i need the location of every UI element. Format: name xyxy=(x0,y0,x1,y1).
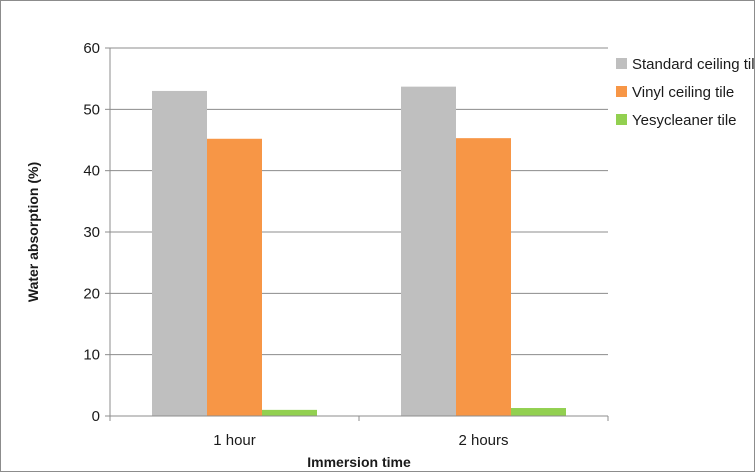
legend-swatch xyxy=(616,58,627,69)
legend-swatch xyxy=(616,86,627,97)
bar-yesycleaner-tile xyxy=(511,408,566,416)
legend-label: Standard ceiling tile xyxy=(632,56,755,73)
legend-label: Yesycleaner tile xyxy=(632,112,737,129)
y-tick-label: 40 xyxy=(83,163,100,180)
y-tick-label: 50 xyxy=(83,101,100,118)
legend-swatch xyxy=(616,114,627,125)
y-tick-label: 0 xyxy=(92,408,100,425)
bars xyxy=(152,86,566,417)
bar-yesycleaner-tile xyxy=(262,409,317,416)
bar-standard-ceiling-tile xyxy=(152,90,207,416)
y-tick-labels: 0 10 20 30 40 50 60 xyxy=(83,40,100,425)
x-tick-label: 2 hours xyxy=(458,432,508,449)
bar-vinyl-ceiling-tile xyxy=(207,138,262,417)
x-axis-title: Immersion time xyxy=(307,454,411,470)
x-tick-labels: 1 hour 2 hours xyxy=(109,416,609,449)
legend-label: Vinyl ceiling tile xyxy=(632,84,734,101)
bar-vinyl-ceiling-tile xyxy=(456,138,511,416)
y-tick-label: 20 xyxy=(83,285,100,302)
bar-standard-ceiling-tile xyxy=(401,86,456,416)
x-tick-label: 1 hour xyxy=(213,432,256,449)
y-tick-label: 30 xyxy=(83,224,100,241)
y-tick-label: 10 xyxy=(83,347,100,364)
y-axis-title: Water absorption (%) xyxy=(25,162,41,302)
legend: Standard ceiling tile Vinyl ceiling tile Y… xyxy=(616,56,755,129)
y-tick-label: 60 xyxy=(83,40,100,57)
